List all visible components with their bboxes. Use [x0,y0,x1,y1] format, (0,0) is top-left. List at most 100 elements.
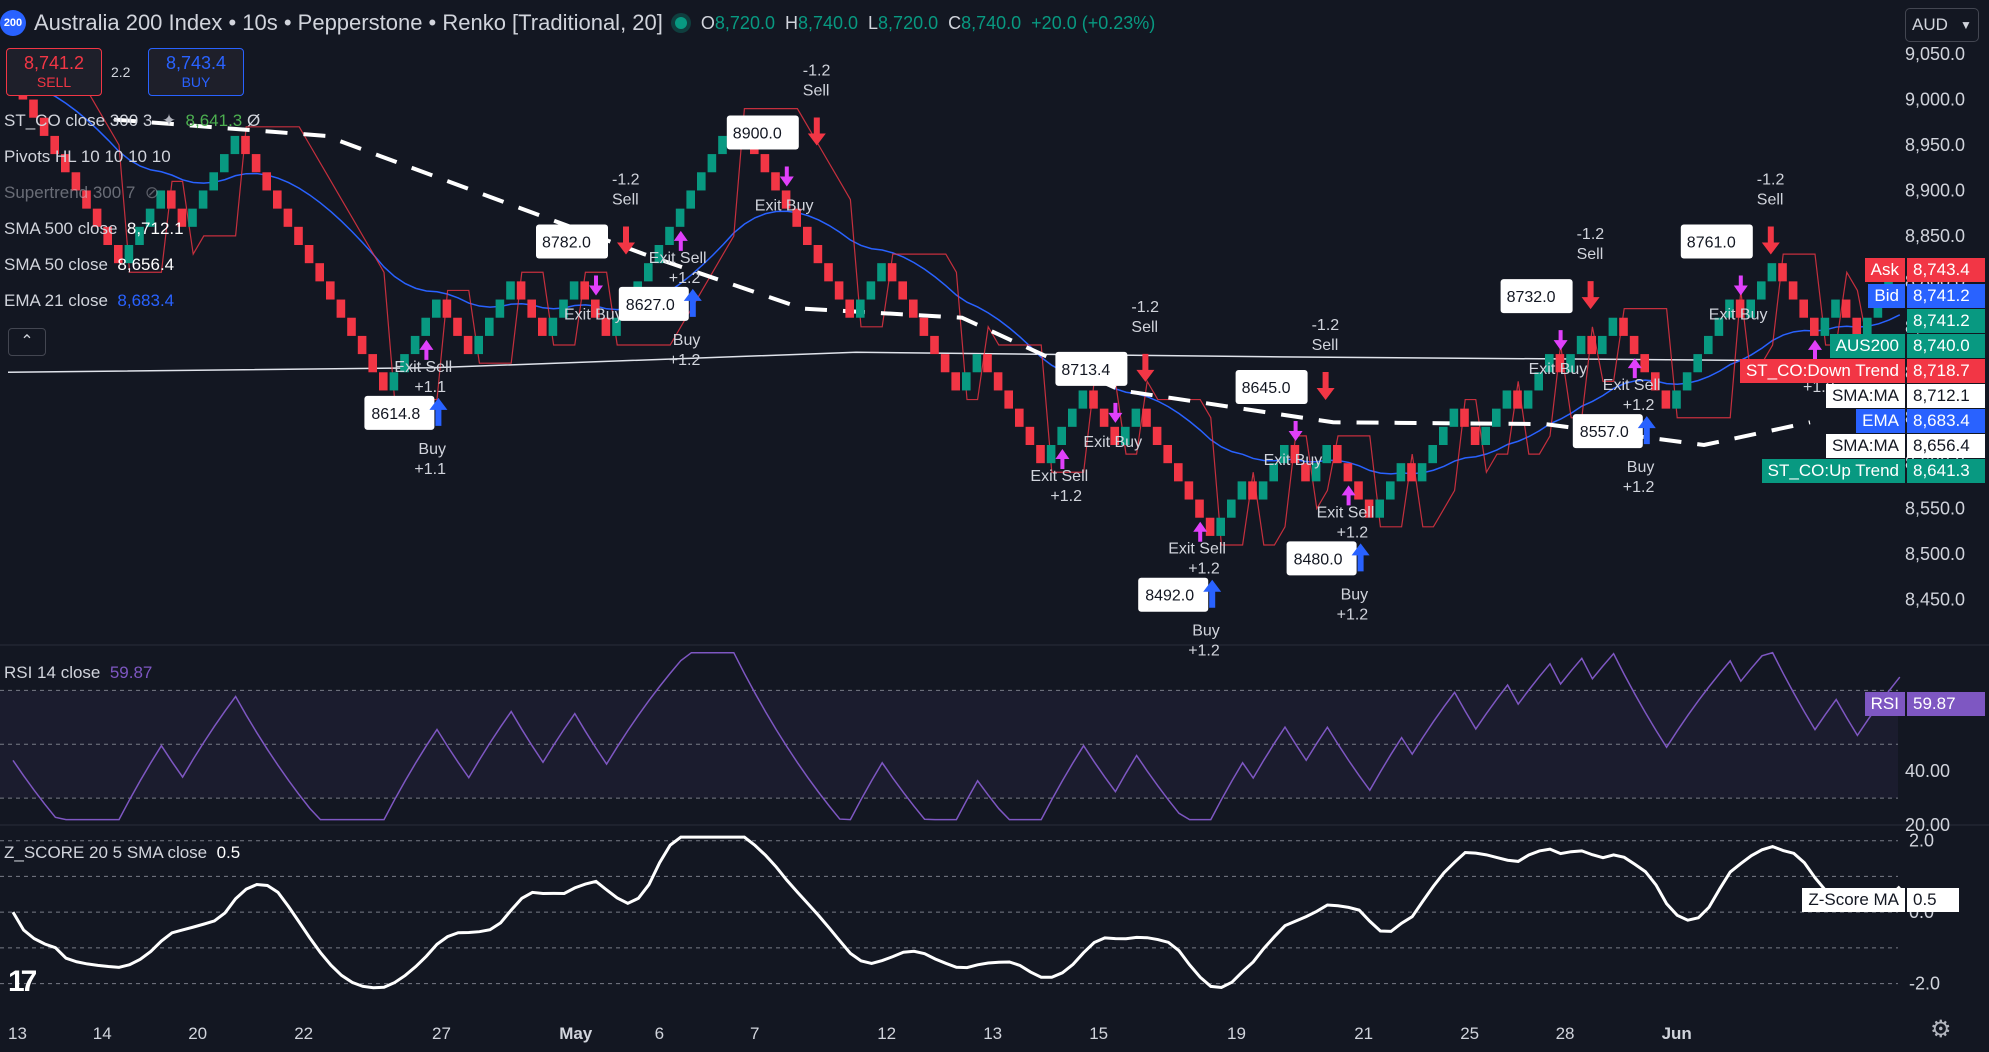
price-tag-label: ST_CO:Down Trend [1739,359,1905,383]
legend-name: Pivots HL 10 10 10 10 [4,147,171,166]
currency-select[interactable]: AUD ▼ [1905,8,1979,42]
renko-brick [230,135,240,155]
legend-value: 8,712.1 [126,219,184,238]
price-tag-label: SMA:MA [1825,384,1905,408]
renko-brick [71,172,81,191]
renko-brick [145,208,155,227]
legend-sma50[interactable]: SMA 50 close 8,656.4 [4,255,174,275]
renko-brick [1417,463,1427,482]
renko-brick [824,263,833,282]
buy-label: Buy [1341,586,1369,603]
renko-brick [601,317,611,336]
renko-brick [357,335,367,355]
renko-brick [1163,445,1172,464]
symbol-header: 200 Australia 200 Index • 10s • Pepperst… [0,8,1165,38]
renko-brick [1099,408,1109,427]
renko-brick [432,299,441,318]
renko-brick [940,354,950,373]
renko-brick [421,317,430,336]
renko-brick [1820,317,1830,336]
y-tick-label: 9,050.0 [1905,44,1965,64]
ohlc-close: C8,740.0 [948,12,1022,33]
pivot-high-box [1680,224,1753,259]
renko-brick [495,299,505,318]
renko-brick [1036,445,1045,464]
renko-brick [283,208,293,227]
eye-off-icon[interactable]: ⊘ [140,183,160,202]
renko-brick [410,335,420,355]
renko-brick [315,263,324,282]
renko-brick [1640,354,1649,373]
renko-brick [1725,299,1734,318]
renko-brick [1523,390,1533,409]
star-icon: ✦ [157,111,181,130]
legend-value: 0.5 [216,843,241,862]
renko-brick [813,245,823,264]
renko-brick [262,172,271,191]
exit-sell-arrow-icon [1055,449,1070,469]
legend-pivots[interactable]: Pivots HL 10 10 10 10 [4,147,171,167]
pivot-low-label: 8492.0 [1145,588,1194,605]
x-tick-label: 19 [1227,1024,1246,1043]
ohlc-high: H8,740.0 [784,12,859,33]
renko-brick [983,354,992,373]
symbol-title[interactable]: Australia 200 Index • 10s • Pepperstone … [34,10,663,35]
sell-label: Sell [612,192,639,209]
pivot-low-box [364,395,435,430]
renko-brick [845,299,854,318]
renko-brick [1354,481,1363,500]
signal-label: Exit Buy [1083,434,1142,451]
renko-brick [1068,408,1077,427]
rsi-line [12,651,1901,821]
renko-brick [1004,390,1013,409]
renko-brick [1046,445,1056,464]
x-tick-label: 13 [983,1024,1002,1043]
legend-zscore[interactable]: Z_SCORE 20 5 SMA close 0.5 [4,843,240,863]
renko-brick [1375,499,1384,518]
renko-brick [1767,263,1777,282]
signal-value: +1.2 [1337,524,1369,541]
renko-brick [29,99,38,118]
tradingview-logo-icon[interactable]: 17 [8,965,37,998]
legend-ema21[interactable]: EMA 21 close 8,683.4 [4,291,174,311]
sell-label: Sell [803,82,830,99]
pivot-high-label: 8645.0 [1242,380,1291,397]
buy-arrow-icon [683,288,702,317]
legend-supertrend[interactable]: Supertrend 300 7 ⊘ [4,183,159,203]
renko-brick [1015,408,1024,427]
signal-label: Exit Buy [564,307,623,324]
signal-value: +1.2 [1050,488,1082,505]
renko-brick [294,226,303,245]
sell-value: -1.2 [1577,226,1605,243]
legend-rsi[interactable]: RSI 14 close 59.87 [4,663,152,683]
renko-brick [1672,390,1681,409]
buy-value: +1.2 [669,352,701,369]
buy-button[interactable]: 8,743.4 BUY [148,48,244,96]
renko-brick [898,281,907,300]
settings-icon[interactable]: ⚙ [1930,1016,1952,1043]
collapse-legend-button[interactable]: ⌃ [8,328,46,356]
pivot-high-label: 8713.4 [1061,362,1110,379]
pivot-high-box [1055,351,1128,386]
renko-brick [1322,445,1331,464]
renko-brick [834,281,844,300]
renko-brick [1682,372,1692,391]
buy-label: Buy [1192,623,1220,640]
symbol-logo-icon[interactable]: 200 [0,10,26,36]
renko-brick [1184,481,1194,500]
legend-sma500[interactable]: SMA 500 close 8,712.1 [4,219,184,239]
legend-st-co[interactable]: ST_CO close 300 3 ✦ 8,641.3 Ø [4,111,260,131]
renko-brick [569,281,579,300]
renko-brick [1152,426,1162,445]
renko-brick [1174,463,1183,482]
sell-button[interactable]: 8,741.2 SELL [6,48,102,96]
renko-brick [188,208,197,227]
renko-brick [442,299,452,318]
renko-brick [951,372,960,391]
renko-brick [1386,481,1395,500]
signal-label: Exit Sell [1168,541,1226,558]
renko-brick [156,190,165,209]
renko-brick [379,372,388,391]
sell-value: -1.2 [1312,317,1340,334]
